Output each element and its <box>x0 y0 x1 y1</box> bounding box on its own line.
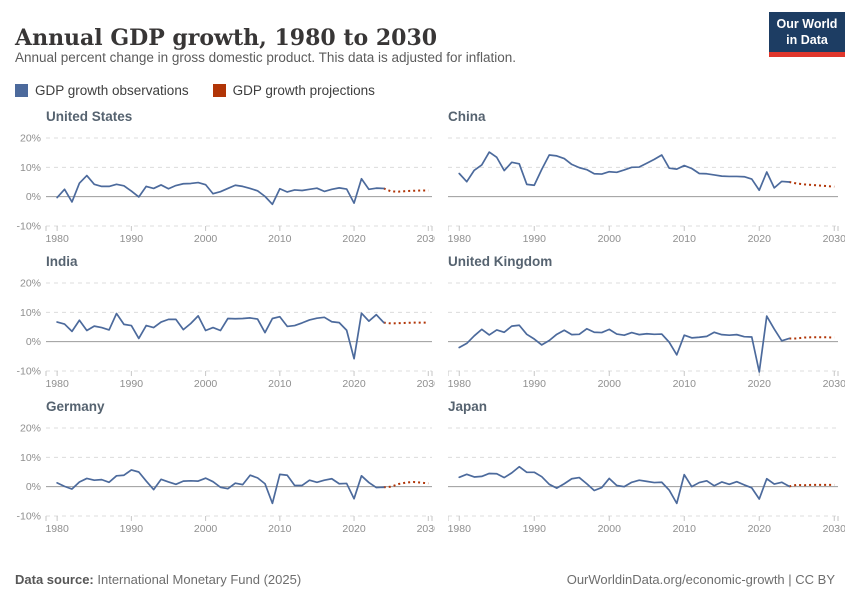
x-axis-label: 2030 <box>823 523 845 535</box>
x-axis-label: 2010 <box>673 233 697 245</box>
projection-line <box>789 483 835 488</box>
chart-panel-united-states: United States 1980 1990 2000 2010 2020 2030 20… <box>15 108 440 255</box>
x-axis-label: 1990 <box>120 523 144 535</box>
panel-title: United States <box>46 109 133 124</box>
data-source-value: International Monetary Fund (2025) <box>97 572 302 587</box>
x-axis-label: 2030 <box>823 233 845 245</box>
gdp-line-chart: 1980 1990 2000 2010 2020 2030 20% 10% 0% -10% <box>16 133 440 246</box>
x-axis-label: 2000 <box>598 523 622 535</box>
x-axis-label: 2000 <box>194 378 218 390</box>
y-axis-label: 10% <box>20 307 41 319</box>
observations-line <box>458 465 791 505</box>
y-axis-label: -10% <box>16 366 41 378</box>
observations-swatch-icon <box>15 84 28 97</box>
projection-line <box>383 187 429 193</box>
y-axis-label: 0% <box>26 481 41 493</box>
x-axis-label: 2010 <box>673 523 697 535</box>
owid-logo[interactable]: Our World in Data <box>769 12 845 58</box>
chart-panel-india: India 1980 1990 2000 2010 2020 2030 20% 10% 0% -1… <box>15 253 440 400</box>
observations-line <box>56 312 385 360</box>
owid-logo-accent-bar <box>769 52 845 58</box>
legend-label: GDP growth observations <box>35 83 189 98</box>
x-axis-label: 2020 <box>342 523 366 535</box>
x-axis-label: 2010 <box>268 378 292 390</box>
x-axis-label: 1990 <box>523 523 547 535</box>
chart-panel-china: China 1980 1990 2000 2010 2020 2030 <box>447 108 846 255</box>
projection-line <box>789 336 835 340</box>
y-axis-label: 20% <box>20 133 41 145</box>
projections-swatch-icon <box>212 84 226 97</box>
x-axis-label: 1990 <box>523 378 547 390</box>
chart-panel-united-kingdom: United Kingdom 1980 1990 2000 2010 2020 2030 <box>447 253 846 400</box>
panel-title: Germany <box>46 399 105 414</box>
gdp-line-chart: 1980 1990 2000 2010 2020 2030 <box>447 137 846 245</box>
data-source: Data source: International Monetary Fund… <box>15 572 301 587</box>
x-axis-label: 2020 <box>748 233 772 245</box>
owid-url-license-link[interactable]: OurWorldinData.org/economic-growth | CC … <box>566 572 835 587</box>
panel-title: China <box>448 109 486 124</box>
gdp-line-chart: 1980 1990 2000 2010 2020 2030 <box>447 282 846 390</box>
y-axis-label: 10% <box>20 452 41 464</box>
x-axis-label: 2010 <box>268 233 292 245</box>
x-axis-label: 2000 <box>598 233 622 245</box>
gdp-line-chart: 1980 1990 2000 2010 2020 2030 20% 10% 0% -10% <box>16 423 440 536</box>
x-axis-label: 1990 <box>523 233 547 245</box>
observations-line <box>56 174 385 206</box>
panel-title: India <box>46 254 78 269</box>
chart-panel-germany: Germany 1980 1990 2000 2010 2020 2030 20% 10% 0%… <box>15 398 440 545</box>
observations-line <box>56 469 385 505</box>
chart-subtitle: Annual percent change in gross domestic … <box>15 50 517 65</box>
x-axis-label: 2020 <box>748 378 772 390</box>
legend-label: GDP growth projections <box>232 83 375 98</box>
x-axis-label: 1980 <box>448 378 471 390</box>
x-axis-label: 1990 <box>120 233 144 245</box>
y-axis-label: 10% <box>20 162 41 174</box>
panel-title: United Kingdom <box>448 254 553 269</box>
chart-legend: GDP growth observations GDP growth proje… <box>15 83 375 98</box>
legend-item-projections: GDP growth projections <box>212 83 375 98</box>
y-axis-label: 20% <box>20 423 41 435</box>
x-axis-label: 2030 <box>823 378 845 390</box>
y-axis-label: 0% <box>26 336 41 348</box>
x-axis-label: 2010 <box>673 378 697 390</box>
x-axis-label: 2030 <box>417 378 435 390</box>
x-axis-label: 1980 <box>448 523 471 535</box>
y-axis-label: 0% <box>26 191 41 203</box>
data-source-label: Data source: <box>15 572 94 587</box>
panel-title: Japan <box>448 399 488 414</box>
projection-line <box>789 181 835 188</box>
x-axis-label: 2030 <box>417 233 435 245</box>
observations-line <box>458 151 791 192</box>
x-axis-label: 2000 <box>598 378 622 390</box>
x-axis-label: 1980 <box>45 523 69 535</box>
x-axis-label: 2020 <box>342 378 366 390</box>
x-axis-label: 2000 <box>194 233 218 245</box>
x-axis-label: 2010 <box>268 523 292 535</box>
projection-line <box>383 321 429 325</box>
x-axis-label: 1980 <box>45 378 69 390</box>
legend-item-observations: GDP growth observations <box>15 83 189 98</box>
owid-logo-text: Our World in Data <box>769 12 845 53</box>
y-axis-label: -10% <box>16 221 41 233</box>
x-axis-label: 2020 <box>342 233 366 245</box>
page-title: Annual GDP growth, 1980 to 2030 <box>15 24 438 51</box>
gdp-line-chart: 1980 1990 2000 2010 2020 2030 <box>447 427 846 535</box>
x-axis-label: 2020 <box>748 523 772 535</box>
x-axis-label: 2000 <box>194 523 218 535</box>
observations-line <box>458 315 791 373</box>
chart-panel-japan: Japan 1980 1990 2000 2010 2020 2030 <box>447 398 846 545</box>
x-axis-label: 1980 <box>45 233 69 245</box>
y-axis-label: -10% <box>16 511 41 523</box>
x-axis-label: 1990 <box>120 378 144 390</box>
gdp-line-chart: 1980 1990 2000 2010 2020 2030 20% 10% 0% -10% <box>16 278 440 391</box>
x-axis-label: 2030 <box>417 523 435 535</box>
y-axis-label: 20% <box>20 278 41 290</box>
x-axis-label: 1980 <box>448 233 471 245</box>
